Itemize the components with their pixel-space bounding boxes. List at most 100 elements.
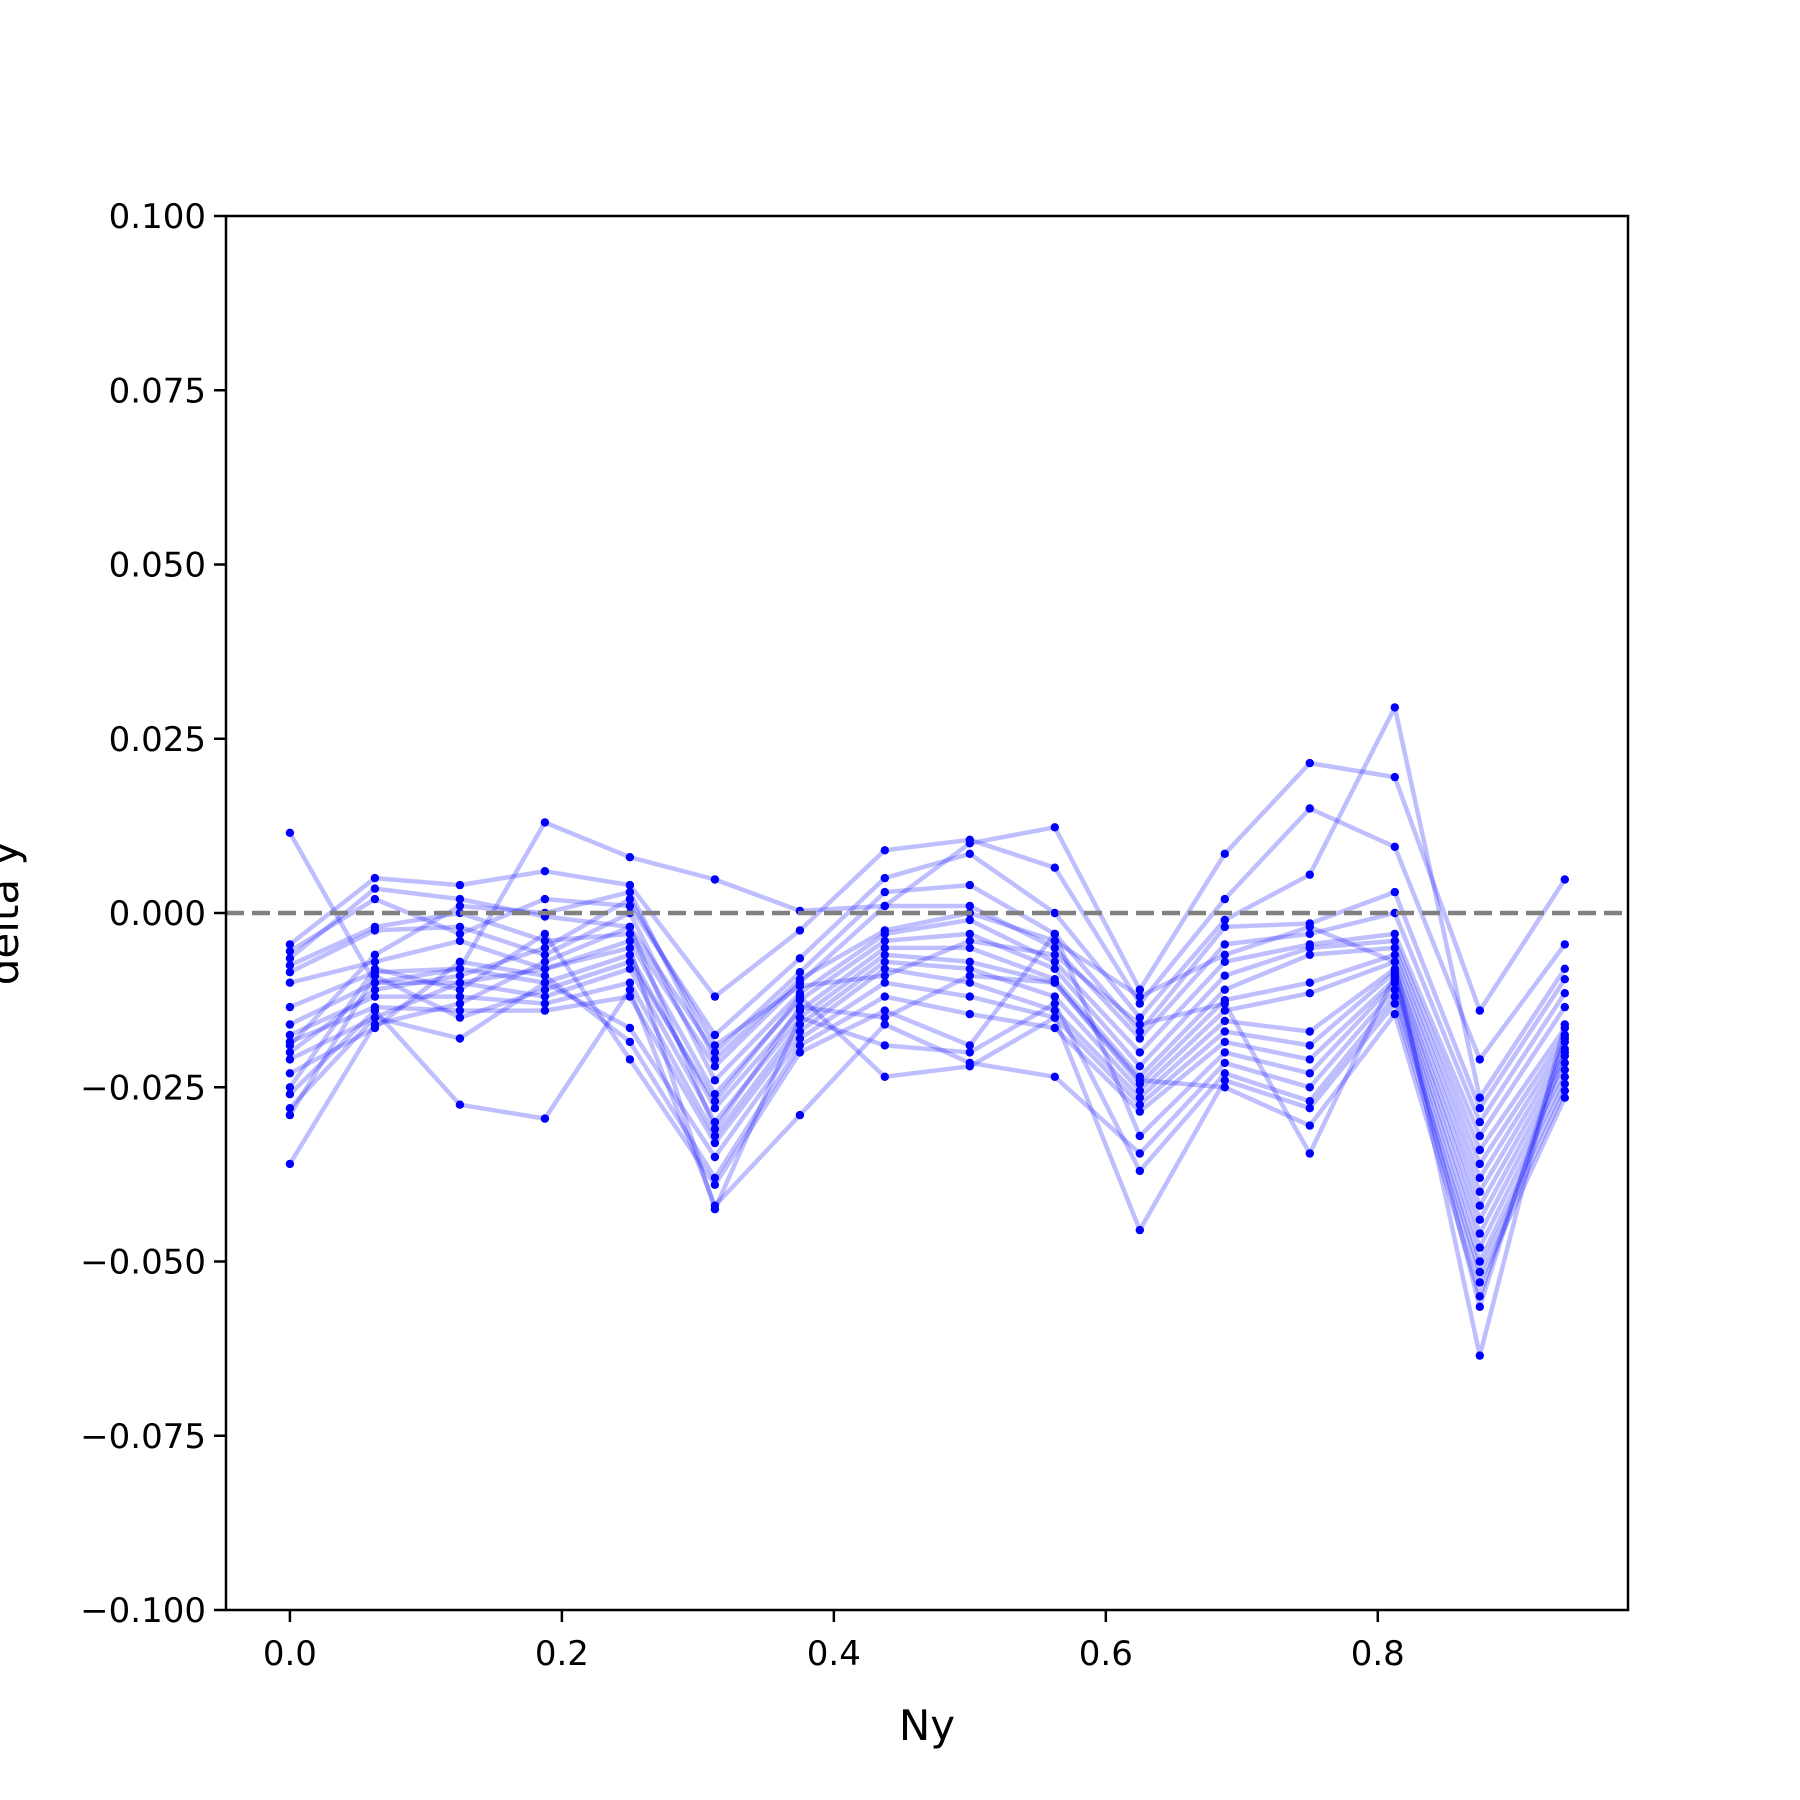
- data-point-s20-7: [795, 975, 805, 984]
- data-point-s20-5: [625, 887, 635, 897]
- data-point-s5-6: [710, 1062, 720, 1071]
- y-tick-label: −0.025: [80, 1068, 206, 1108]
- data-point-s19-14: [1390, 971, 1400, 980]
- data-point-s11-5: [625, 992, 635, 1001]
- x-axis: 0.0 0.2 0.4 0.6 0.8: [263, 1610, 1405, 1674]
- data-point-s2-12: [1220, 894, 1230, 904]
- data-point-s18-16: [1560, 1048, 1570, 1057]
- data-point-s2-11: [1135, 999, 1145, 1008]
- data-point-s19-15: [1475, 1302, 1485, 1312]
- series-line-7: [289, 931, 1567, 1153]
- series-line-12: [288, 969, 1567, 1222]
- data-point-s1-6: [710, 875, 720, 884]
- data-point-s7-8: [880, 936, 889, 946]
- data-point-s3-9: [965, 849, 974, 858]
- data-point-s7-2: [370, 957, 380, 966]
- data-point-s5-12: [1220, 940, 1230, 949]
- data-point-s3-7: [795, 954, 805, 963]
- data-point-s16-13: [1305, 1097, 1315, 1106]
- data-point-s8-1: [285, 1002, 295, 1012]
- series-line-18: [287, 924, 1567, 1299]
- data-point-s12-8: [880, 978, 889, 987]
- data-point-s10-12: [1220, 1006, 1230, 1015]
- data-point-s6-2: [370, 926, 380, 935]
- data-point-s7-5: [625, 936, 635, 946]
- data-point-s1-12: [1220, 849, 1230, 858]
- data-point-s20-10: [1050, 936, 1060, 946]
- data-point-s14-15: [1475, 1243, 1485, 1252]
- data-point-s14-2: [370, 964, 380, 973]
- data-point-s14-16: [1560, 1072, 1570, 1082]
- data-point-s16-14: [1390, 992, 1400, 1001]
- data-point-s15-4: [540, 1114, 550, 1123]
- data-point-s7-6: [710, 1090, 720, 1099]
- data-point-s2-15: [1475, 1055, 1485, 1064]
- data-point-s18-5: [625, 922, 635, 932]
- data-point-s17-6: [710, 1097, 720, 1106]
- data-point-s17-10: [1050, 1013, 1060, 1022]
- data-point-s18-7: [795, 1002, 805, 1012]
- data-point-s15-8: [880, 1020, 889, 1029]
- data-point-s16-8: [880, 1041, 889, 1050]
- data-point-s1-5: [625, 853, 635, 862]
- data-point-s9-6: [710, 1117, 720, 1127]
- data-point-s12-6: [710, 1152, 720, 1162]
- data-point-s5-5: [625, 929, 635, 939]
- data-point-s1-13: [1305, 758, 1315, 768]
- data-point-s16-2: [370, 1013, 380, 1022]
- data-point-s17-3: [455, 1013, 465, 1022]
- data-point-s5-10: [1050, 943, 1060, 953]
- data-point-s7-9: [965, 929, 974, 939]
- data-point-s4-14: [1390, 887, 1400, 897]
- data-point-s7-1: [285, 978, 295, 987]
- data-point-s11-4: [540, 1006, 550, 1015]
- series-line-10: [288, 959, 1567, 1195]
- data-point-s15-7: [795, 1110, 805, 1120]
- data-point-s4-7: [795, 968, 805, 977]
- data-point-s15-2: [370, 1006, 380, 1015]
- data-point-s14-8: [880, 1006, 889, 1015]
- data-point-s19-5: [625, 894, 635, 904]
- data-point-s3-2: [370, 894, 380, 904]
- data-point-s19-4: [540, 943, 550, 953]
- data-point-s3-10: [1050, 908, 1060, 918]
- data-point-s2-2: [370, 873, 380, 883]
- data-point-s16-11: [1135, 1166, 1145, 1176]
- series-line-15: [288, 987, 1567, 1264]
- series-line-5: [288, 903, 1567, 1125]
- data-point-s9-5: [625, 964, 635, 973]
- data-point-s6-11: [1135, 1048, 1145, 1057]
- data-point-s20-2: [370, 950, 380, 959]
- data-point-s14-9: [965, 1041, 974, 1050]
- data-point-s11-6: [710, 1138, 720, 1148]
- data-point-s17-15: [1475, 1278, 1485, 1287]
- data-point-s10-11: [1135, 1086, 1145, 1095]
- data-point-s17-11: [1135, 1225, 1145, 1235]
- data-point-s19-3: [455, 971, 465, 980]
- series-line-2: [288, 806, 1567, 1062]
- data-point-s18-2: [370, 1020, 380, 1029]
- data-point-s13-6: [710, 1173, 720, 1183]
- data-point-s11-12: [1220, 1016, 1230, 1026]
- data-point-s10-1: [285, 1030, 295, 1040]
- data-point-s14-6: [710, 1180, 720, 1190]
- y-axis-label: delta y: [0, 841, 28, 986]
- data-point-s20-14: [1390, 957, 1400, 966]
- data-point-s8-15: [1475, 1159, 1485, 1169]
- data-point-s20-1: [285, 1041, 295, 1050]
- data-point-s14-7: [795, 1048, 805, 1057]
- data-point-s20-6: [710, 1055, 720, 1064]
- data-point-s2-13: [1305, 804, 1315, 813]
- data-point-s14-14: [1390, 978, 1400, 987]
- data-point-s10-8: [880, 957, 889, 966]
- x-tick-label: 0.0: [263, 1634, 317, 1674]
- data-point-s16-3: [455, 978, 465, 987]
- data-point-s13-4: [540, 971, 550, 980]
- data-point-s19-12: [1220, 999, 1230, 1008]
- data-point-s11-3: [455, 1006, 465, 1015]
- data-point-s14-3: [455, 985, 465, 994]
- data-point-s19-8: [880, 971, 889, 980]
- data-point-s8-8: [880, 943, 889, 953]
- data-point-s16-1: [285, 1104, 295, 1113]
- data-point-s11-7: [795, 1027, 805, 1036]
